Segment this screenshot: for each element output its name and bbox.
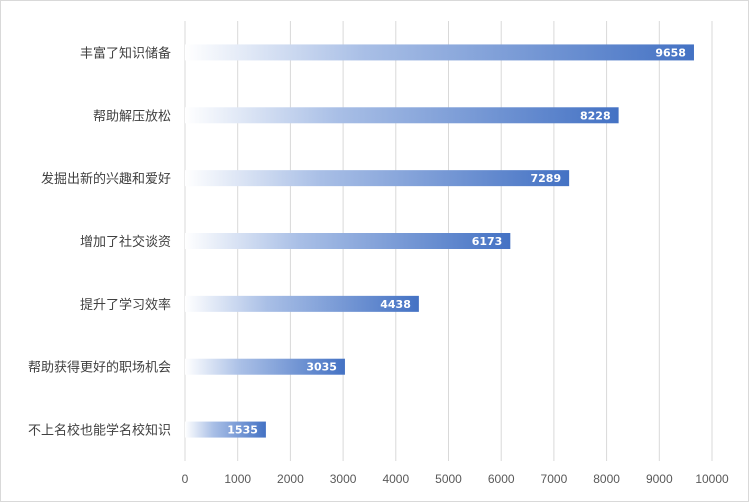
category-label: 提升了学习效率 [80, 297, 171, 313]
category-label: 不上名校也能学名校知识 [28, 423, 171, 439]
data-label: 3035 [306, 361, 337, 374]
bar [185, 107, 619, 124]
data-label: 1535 [227, 424, 258, 437]
x-tick-label: 1000 [224, 472, 251, 486]
bar [185, 358, 345, 375]
x-tick-label: 4000 [382, 472, 409, 486]
x-tick-label: 2000 [277, 472, 304, 486]
data-label: 7289 [531, 172, 562, 185]
x-tick-label: 3000 [330, 472, 357, 486]
bar [185, 421, 266, 438]
x-tick-label: 8000 [593, 472, 620, 486]
x-tick-label: 9000 [646, 472, 673, 486]
x-tick-label: 0 [182, 472, 189, 486]
bar [185, 170, 570, 187]
bar [185, 295, 419, 312]
data-label: 8228 [580, 109, 611, 122]
category-label: 丰富了知识储备 [80, 45, 171, 61]
category-label: 增加了社交谈资 [80, 234, 171, 250]
data-label: 4438 [380, 298, 411, 311]
x-tick-label: 10000 [695, 472, 729, 486]
category-label: 帮助获得更好的职场机会 [28, 360, 171, 376]
x-tick-label: 6000 [488, 472, 515, 486]
x-tick-label: 5000 [435, 472, 462, 486]
data-label: 6173 [472, 235, 503, 248]
data-label: 9658 [655, 46, 686, 59]
x-tick-label: 7000 [541, 472, 568, 486]
category-label: 发掘出新的兴趣和爱好 [41, 171, 171, 187]
bar [185, 44, 694, 61]
bar [185, 233, 511, 249]
category-label: 帮助解压放松 [93, 109, 171, 124]
